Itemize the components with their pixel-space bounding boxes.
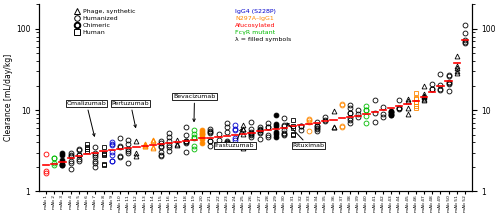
- Text: Omalizumab: Omalizumab: [66, 101, 106, 136]
- Legend: IgG4 (S228P), N297A–IgG1, Afucosylated, FcγR mutant, λ = filled symbols: IgG4 (S228P), N297A–IgG1, Afucosylated, …: [232, 7, 292, 43]
- Text: Pertuzumab: Pertuzumab: [112, 101, 150, 127]
- Text: Bevacizumab: Bevacizumab: [174, 94, 216, 121]
- Text: Trastuzumab: Trastuzumab: [214, 129, 255, 148]
- Y-axis label: Clearance [mL/day/kg]: Clearance [mL/day/kg]: [4, 54, 13, 141]
- Text: Rituximab: Rituximab: [287, 123, 325, 148]
